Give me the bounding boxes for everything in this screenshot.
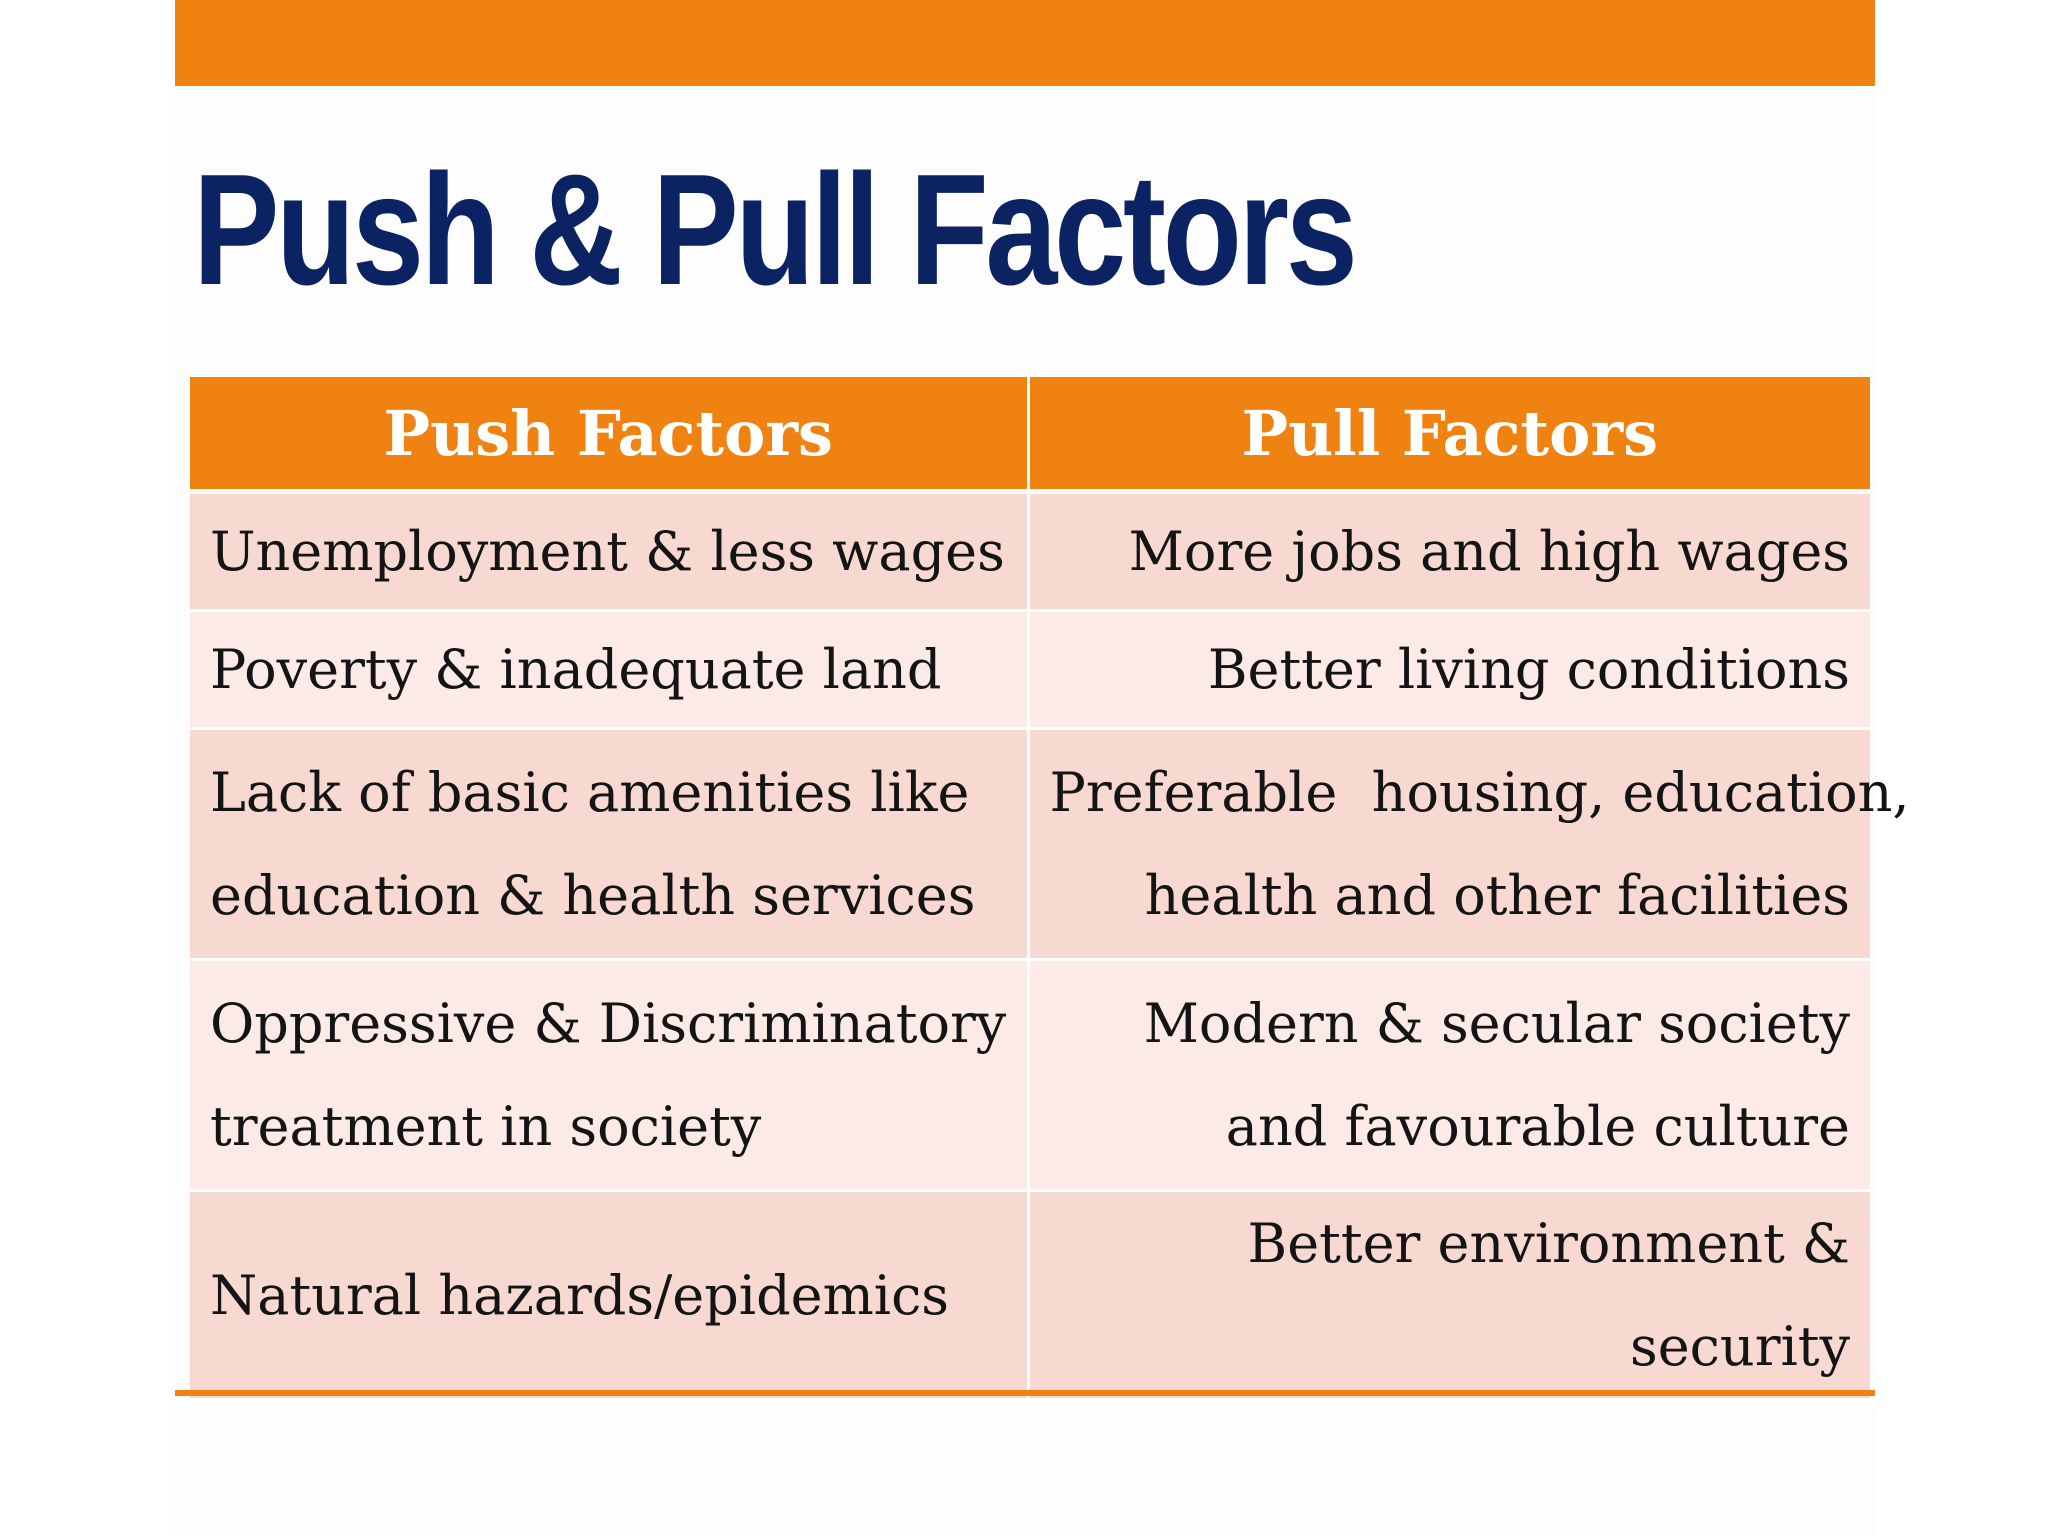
push-factor-text: Oppressive & Discriminatory [210, 992, 1007, 1055]
push-factor-text: treatment in society [210, 1095, 762, 1158]
pull-factor-text: Preferable housing, education, [1049, 761, 1910, 824]
push-factor-text: Unemployment & less wages [210, 520, 1005, 583]
table-row: Unemployment & less wages More jobs and … [190, 491, 1870, 612]
top-accent-bar [175, 0, 1875, 86]
table-row: Oppressive & Discriminatory treatment in … [190, 959, 1870, 1192]
table-row: Natural hazards/epidemics Better environ… [190, 1190, 1870, 1401]
push-factor-text: Natural hazards/epidemics [210, 1263, 950, 1327]
pull-factors-header: Pull Factors [1026, 377, 1870, 494]
push-factor-text: education & health services [210, 864, 976, 927]
push-factor-text: Poverty & inadequate land [210, 638, 942, 701]
pull-factor-text: and favourable culture [1225, 1095, 1850, 1158]
push-factors-header: Push Factors [190, 377, 1028, 494]
pull-factor-text: Better environment & security [1247, 1212, 1850, 1378]
push-factor-text: Lack of basic amenities like [210, 761, 970, 824]
push-factor-cell: Unemployment & less wages [190, 491, 1028, 612]
pull-factor-text: health and other facilities [1144, 864, 1850, 927]
pull-factor-cell: Better environment & security [1026, 1190, 1870, 1401]
pull-factor-cell: More jobs and high wages [1026, 491, 1870, 612]
table-row: Poverty & inadequate land Better living … [190, 610, 1870, 730]
pull-factor-cell: Modern & secular society and favourable c… [1026, 959, 1870, 1192]
pull-factor-text: More jobs and high wages [1128, 520, 1850, 583]
pull-factor-cell: Better living conditions [1026, 610, 1870, 730]
push-factor-cell: Poverty & inadequate land [190, 610, 1028, 730]
table-header-row: Push Factors Pull Factors [190, 377, 1870, 494]
slide-title: Push & Pull Factors [193, 142, 1358, 318]
push-factor-cell: Lack of basic amenities like education & … [190, 728, 1028, 961]
push-factor-cell: Oppressive & Discriminatory treatment in … [190, 959, 1028, 1192]
bottom-accent-line [175, 1390, 1875, 1396]
pull-factor-text: Better living conditions [1207, 638, 1850, 701]
pull-factor-text: Modern & secular society [1143, 992, 1850, 1055]
pull-factor-cell: Preferable housing, education, health and… [1026, 728, 1910, 961]
factors-table: Push Factors Pull Factors Unemployment &… [190, 377, 1910, 1401]
push-factor-cell: Natural hazards/epidemics [190, 1190, 1028, 1401]
table-row: Lack of basic amenities like education & … [190, 728, 1910, 961]
